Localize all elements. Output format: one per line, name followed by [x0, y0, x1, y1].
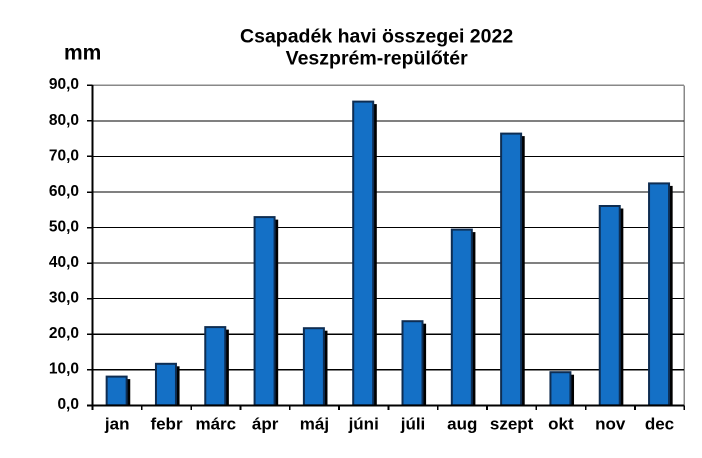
svg-text:dec: dec: [645, 414, 674, 433]
svg-text:máj: máj: [300, 414, 329, 433]
svg-text:szept: szept: [490, 414, 534, 433]
svg-text:60,0: 60,0: [49, 183, 79, 200]
svg-text:Veszprém-repülőtér: Veszprém-repülőtér: [286, 47, 468, 69]
svg-text:30,0: 30,0: [49, 290, 79, 307]
svg-text:Csapadék havi összegei 2022: Csapadék havi összegei 2022: [240, 25, 513, 47]
svg-text:40,0: 40,0: [49, 254, 79, 271]
svg-text:aug: aug: [447, 414, 477, 433]
svg-text:okt: okt: [548, 414, 574, 433]
svg-text:80,0: 80,0: [49, 112, 79, 129]
svg-text:10,0: 10,0: [49, 361, 79, 378]
svg-text:mm: mm: [64, 42, 101, 65]
svg-text:márc: márc: [195, 414, 236, 433]
svg-text:nov: nov: [595, 414, 626, 433]
svg-text:jan: jan: [104, 414, 130, 433]
svg-text:50,0: 50,0: [49, 218, 79, 235]
svg-text:ápr: ápr: [252, 414, 279, 433]
svg-text:70,0: 70,0: [49, 147, 79, 164]
svg-text:0,0: 0,0: [57, 396, 79, 413]
svg-text:90,0: 90,0: [49, 76, 79, 93]
svg-text:febr: febr: [150, 414, 183, 433]
svg-text:júli: júli: [400, 414, 426, 433]
svg-text:júni: júni: [348, 414, 379, 433]
svg-text:20,0: 20,0: [49, 325, 79, 342]
